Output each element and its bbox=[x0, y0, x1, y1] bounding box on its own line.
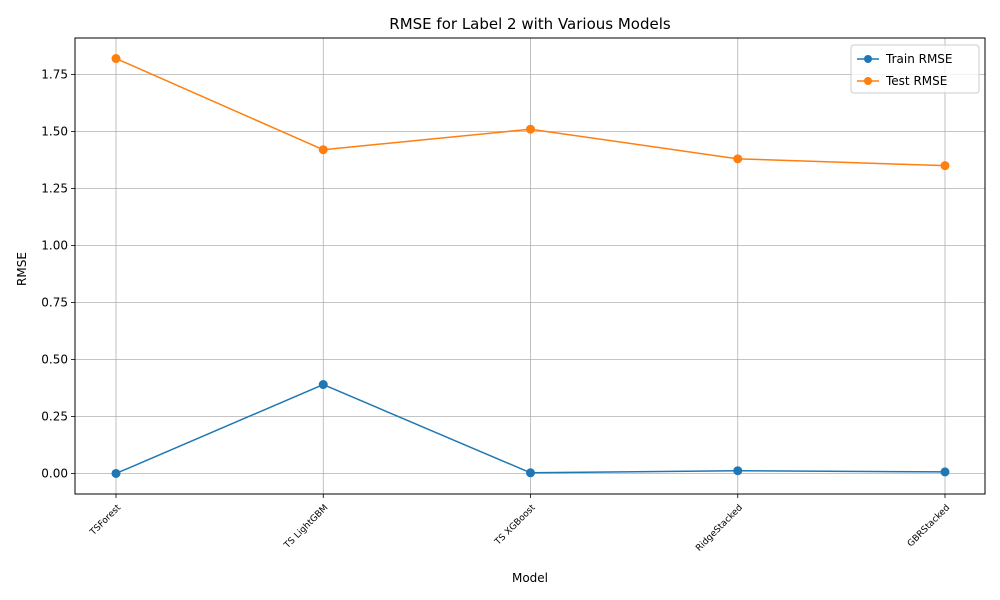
x-tick-label: TSForest bbox=[88, 503, 124, 539]
y-tick-label: 1.75 bbox=[41, 67, 68, 81]
x-tick-label: RidgeStacked bbox=[694, 503, 745, 554]
x-axis-ticks: TSForest TS LightGBM TS XGBoost RidgeStacke… bbox=[88, 494, 952, 554]
data-point bbox=[111, 54, 121, 64]
chart-title: RMSE for Label 2 with Various Models bbox=[389, 15, 671, 33]
y-tick-label: 1.00 bbox=[41, 238, 68, 252]
grid bbox=[75, 38, 985, 494]
data-point bbox=[318, 380, 328, 390]
x-tick-label: TS XGBoost bbox=[493, 503, 538, 548]
legend-box bbox=[850, 44, 980, 94]
data-point bbox=[940, 467, 950, 477]
data-point bbox=[733, 466, 743, 476]
y-tick-label: 0.25 bbox=[41, 409, 68, 423]
data-point bbox=[940, 161, 950, 171]
legend: Train RMSE Test RMSE bbox=[850, 44, 980, 94]
legend-label: Train RMSE bbox=[885, 52, 953, 66]
legend-item: Train RMSE bbox=[857, 52, 953, 66]
data-point bbox=[111, 468, 121, 478]
y-tick-label: 0.50 bbox=[41, 352, 68, 366]
y-tick-label: 0.00 bbox=[41, 466, 68, 480]
data-point bbox=[526, 124, 535, 134]
legend-label: Test RMSE bbox=[885, 74, 947, 88]
y-axis-ticks: 0.00 0.25 0.50 0.75 1.00 1.25 1.50 1.75 bbox=[41, 67, 75, 480]
y-tick-label: 1.50 bbox=[41, 124, 68, 138]
data-point bbox=[318, 145, 328, 155]
y-tick-label: 0.75 bbox=[41, 295, 68, 309]
series-layer bbox=[111, 54, 950, 478]
x-tick-label: TS LightGBM bbox=[282, 503, 330, 551]
y-tick-label: 1.25 bbox=[41, 181, 68, 195]
legend-item: Test RMSE bbox=[857, 74, 947, 88]
series-0 bbox=[111, 380, 950, 478]
series-1 bbox=[111, 54, 950, 171]
legend-marker bbox=[864, 77, 872, 85]
x-axis-label: Model bbox=[512, 571, 548, 585]
plot-frame bbox=[74, 37, 986, 495]
x-tick-label: GBRStacked bbox=[906, 503, 952, 549]
legend-marker bbox=[864, 55, 872, 63]
data-point bbox=[733, 154, 743, 164]
y-axis-label: RMSE bbox=[15, 252, 29, 286]
data-point bbox=[526, 468, 535, 478]
